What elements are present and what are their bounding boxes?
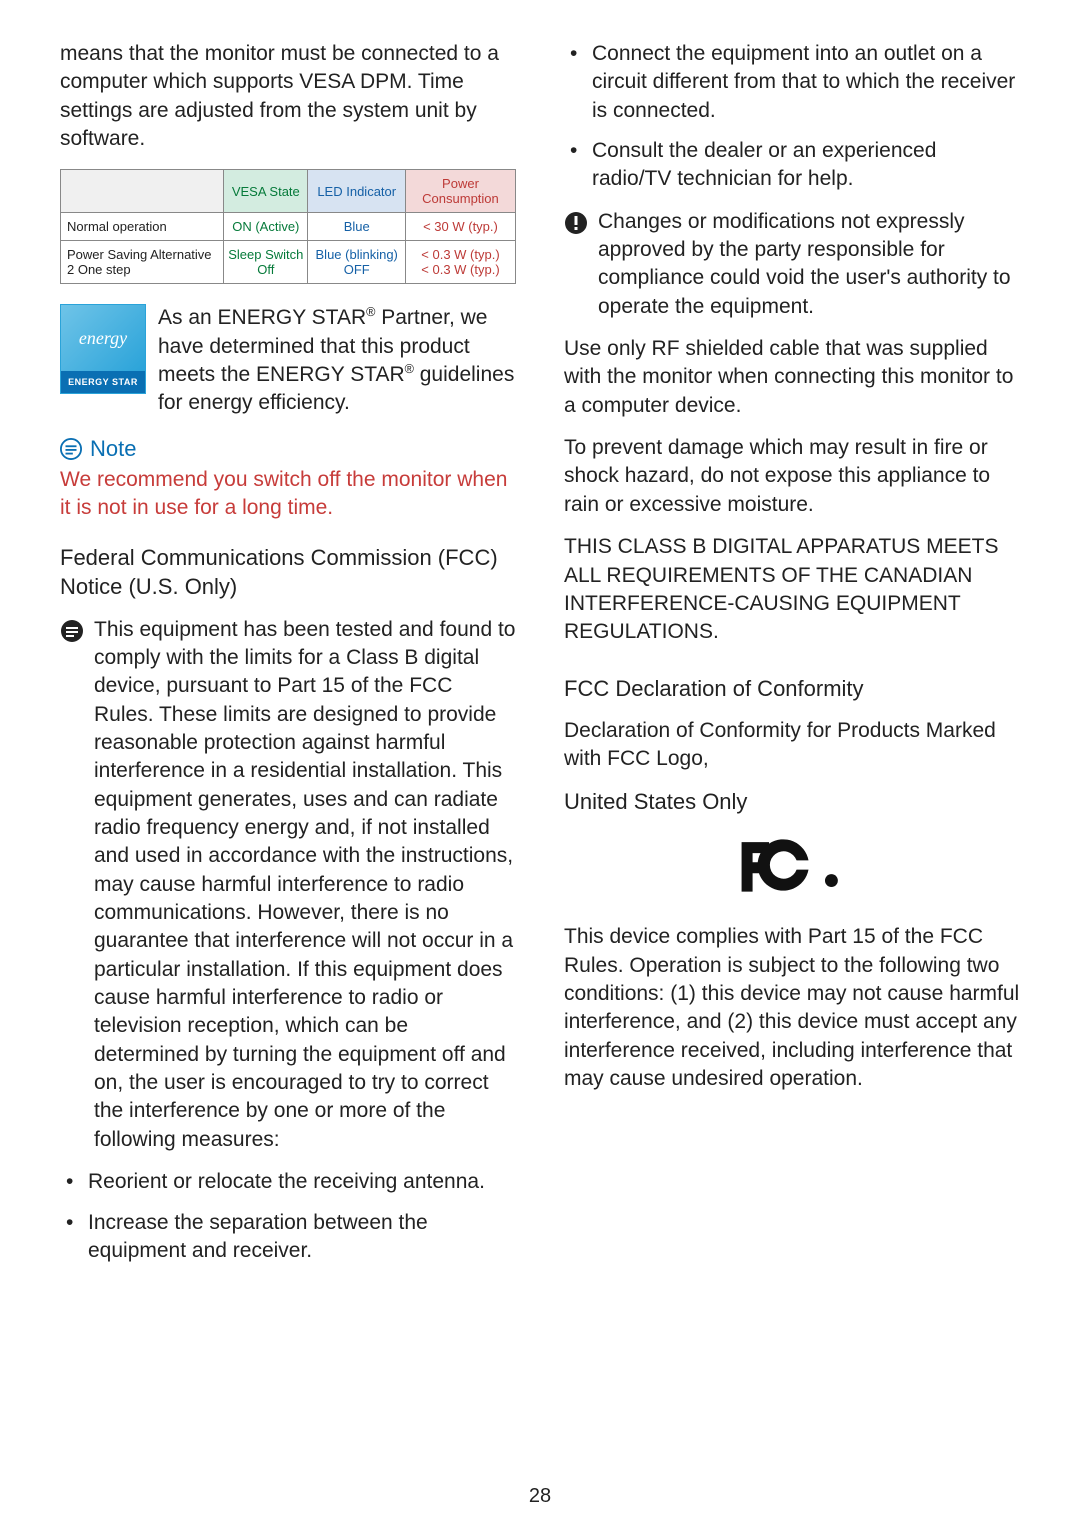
- row1-led: Blue: [308, 213, 405, 241]
- power-table: VESA State LED Indicator Power Consumpti…: [60, 169, 516, 284]
- warning-text: Changes or modifications not expressly a…: [598, 208, 1020, 321]
- fcc-logo-icon: [564, 830, 1020, 905]
- list-item: Reorient or relocate the receiving anten…: [88, 1168, 516, 1196]
- note-heading: Note: [60, 436, 516, 462]
- intro-text: means that the monitor must be connected…: [60, 40, 516, 153]
- row2-power: < 0.3 W (typ.) < 0.3 W (typ.): [405, 241, 515, 284]
- th-vesa: VESA State: [224, 170, 308, 213]
- row2-led: Blue (blinking) OFF: [308, 241, 405, 284]
- note-icon: [60, 438, 82, 460]
- row2-power1: < 0.3 W (typ.): [410, 247, 511, 262]
- fcc-decl-body: Declaration of Conformity for Products M…: [564, 717, 1020, 774]
- row2-power2: < 0.3 W (typ.): [410, 262, 511, 277]
- list-item: Consult the dealer or an experienced rad…: [592, 137, 1020, 194]
- table-corner: [61, 170, 224, 213]
- row2-label: Power Saving Alternative 2 One step: [61, 241, 224, 284]
- table-row: Normal operation ON (Active) Blue < 30 W…: [61, 213, 516, 241]
- table-row: Power Saving Alternative 2 One step Slee…: [61, 241, 516, 284]
- note-body: We recommend you switch off the monitor …: [60, 466, 516, 523]
- list-item: Connect the equipment into an outlet on …: [592, 40, 1020, 125]
- fcc-notice-body: This equipment has been tested and found…: [94, 616, 516, 1155]
- damage-text: To prevent damage which may result in fi…: [564, 434, 1020, 519]
- row2-vesa: Sleep Switch Off: [224, 241, 308, 284]
- energy-star-badge-icon: energy ENERGY STAR: [60, 304, 146, 394]
- note-icon: [60, 619, 84, 643]
- us-only: United States Only: [564, 788, 1020, 817]
- rf-text: Use only RF shielded cable that was supp…: [564, 335, 1020, 420]
- page-number: 28: [0, 1485, 1080, 1508]
- part15-text: This device complies with Part 15 of the…: [564, 923, 1020, 1093]
- es-l1: As an ENERGY STAR: [158, 306, 366, 329]
- th-power: Power Consumption: [405, 170, 515, 213]
- warning-icon: [564, 211, 588, 235]
- energy-star-text: As an ENERGY STAR® Partner, we have dete…: [158, 304, 516, 417]
- classb-text: THIS CLASS B DIGITAL APPARATUS MEETS ALL…: [564, 533, 1020, 646]
- badge-label: ENERGY STAR: [61, 371, 145, 393]
- row1-power: < 30 W (typ.): [405, 213, 515, 241]
- list-item: Increase the separation between the equi…: [88, 1209, 516, 1266]
- fcc-decl-title: FCC Declaration of Conformity: [564, 675, 1020, 704]
- reg-icon: ®: [366, 305, 375, 319]
- fcc-notice-title: Federal Communications Commission (FCC) …: [60, 544, 516, 601]
- row1-label: Normal operation: [61, 213, 224, 241]
- reg-icon: ®: [405, 362, 414, 376]
- row1-vesa: ON (Active): [224, 213, 308, 241]
- note-title: Note: [90, 436, 136, 462]
- th-led: LED Indicator: [308, 170, 405, 213]
